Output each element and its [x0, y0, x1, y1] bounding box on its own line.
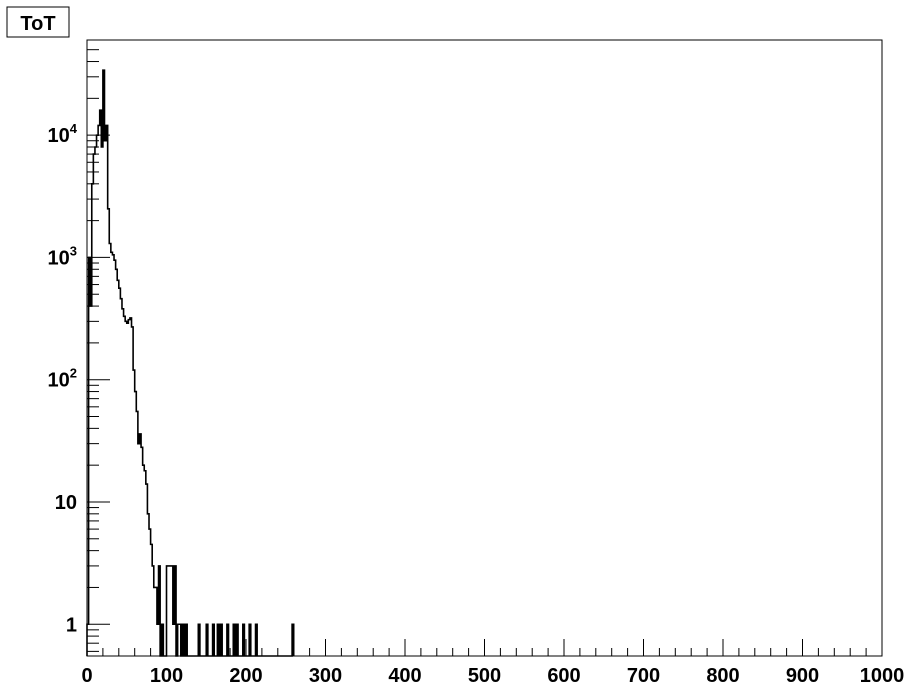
- x-tick-label: 400: [388, 665, 421, 687]
- y-tick-label: 1: [66, 614, 77, 636]
- x-tick-label: 100: [150, 665, 183, 687]
- plot-frame: [86, 39, 883, 657]
- y-tick-label: 10: [55, 492, 77, 514]
- x-tick-label: 700: [627, 665, 660, 687]
- title-box: ToT: [6, 6, 70, 38]
- title-box-border: [6, 6, 70, 38]
- x-tick-label: 800: [706, 665, 739, 687]
- y-tick-label: 103: [48, 243, 77, 269]
- x-axis: 0 100 200 300 400 500 600 700 800 900 1000: [81, 639, 904, 687]
- x-tick-label: 500: [468, 665, 501, 687]
- chart-title: ToT: [20, 13, 55, 35]
- y-tick-label: 102: [48, 366, 77, 392]
- x-tick-label: 300: [309, 665, 342, 687]
- y-tick-label: 104: [48, 121, 78, 147]
- histogram-series: [86, 69, 295, 657]
- x-tick-label: 200: [229, 665, 262, 687]
- x-tick-label: 1000: [860, 665, 905, 687]
- x-tick-label: 600: [547, 665, 580, 687]
- x-tick-label: 900: [786, 665, 819, 687]
- x-tick-label: 0: [81, 665, 92, 687]
